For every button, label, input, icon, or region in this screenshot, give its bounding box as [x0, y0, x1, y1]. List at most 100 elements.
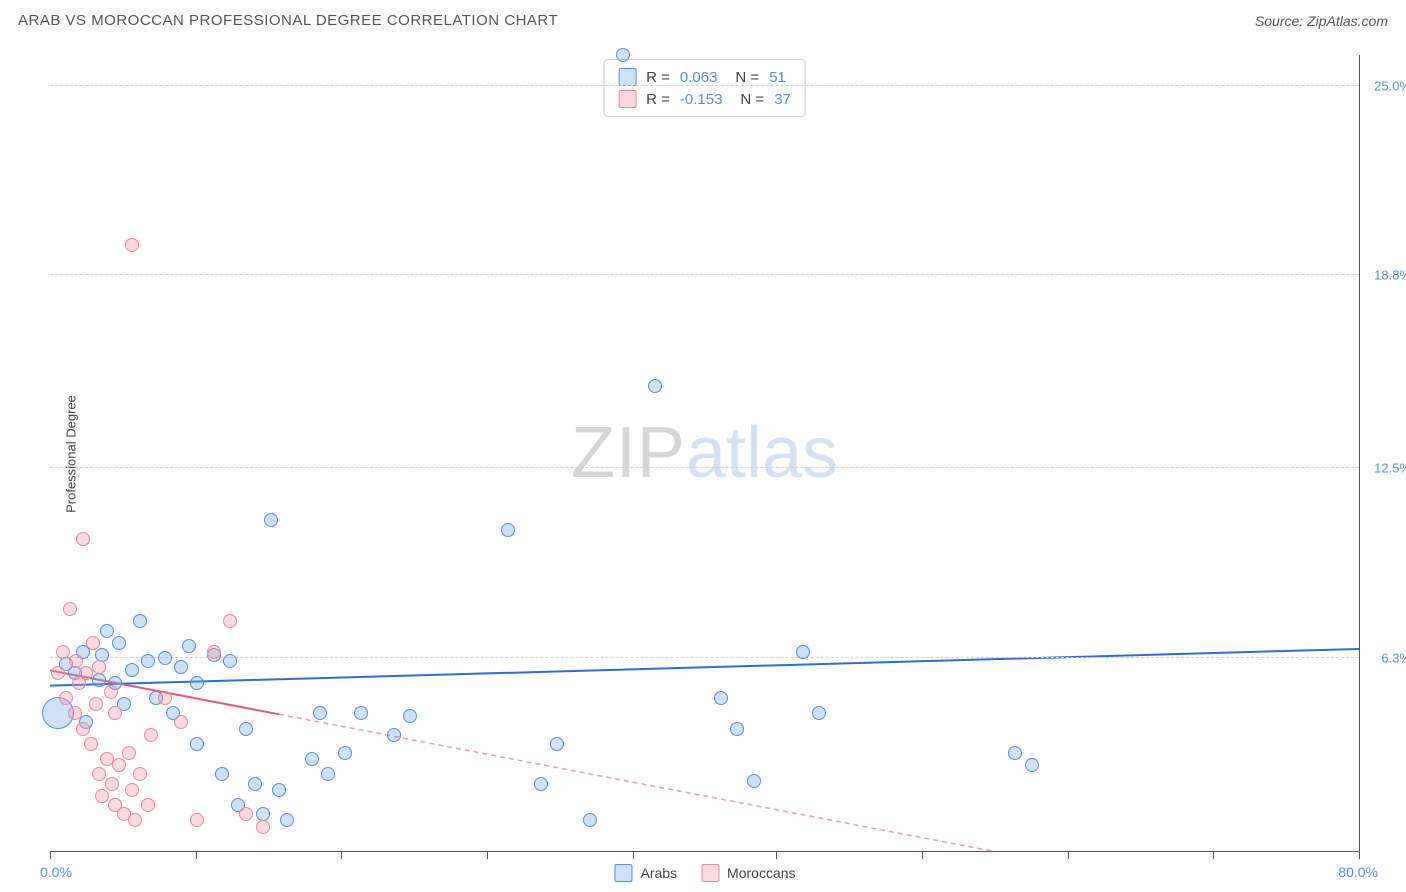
- data-point: [69, 654, 83, 668]
- data-point: [534, 777, 548, 791]
- data-point: [215, 767, 229, 781]
- data-point: [79, 666, 93, 680]
- data-point: [182, 639, 196, 653]
- data-point: [158, 651, 172, 665]
- plot-region: ZIPatlas R =0.063N =51R =-0.153N =37 6.3…: [50, 55, 1360, 852]
- y-tick-label: 12.5%: [1374, 461, 1406, 476]
- series-swatch: [614, 864, 632, 882]
- chart-header: ARAB VS MOROCCAN PROFESSIONAL DEGREE COR…: [0, 0, 1406, 37]
- data-point: [122, 746, 136, 760]
- data-point: [51, 666, 65, 680]
- data-point: [812, 706, 826, 720]
- data-point: [100, 624, 114, 638]
- x-tick: [633, 851, 634, 859]
- data-point: [76, 532, 90, 546]
- series-swatch: [618, 68, 636, 86]
- data-point: [616, 48, 630, 62]
- data-point: [63, 602, 77, 616]
- stat-r-label: R =: [646, 69, 670, 86]
- data-point: [190, 813, 204, 827]
- data-point: [125, 238, 139, 252]
- data-point: [796, 645, 810, 659]
- data-point: [305, 752, 319, 766]
- data-point: [59, 691, 73, 705]
- stats-legend-box: R =0.063N =51R =-0.153N =37: [603, 59, 806, 117]
- x-tick: [1068, 851, 1069, 859]
- data-point: [313, 706, 327, 720]
- gridline: [50, 85, 1359, 86]
- data-point: [112, 636, 126, 650]
- series-swatch: [701, 864, 719, 882]
- data-point: [256, 820, 270, 834]
- data-point: [648, 379, 662, 393]
- y-tick-label: 18.8%: [1374, 268, 1406, 283]
- data-point: [104, 685, 118, 699]
- data-point: [125, 783, 139, 797]
- chart-area: ZIPatlas R =0.063N =51R =-0.153N =37 6.3…: [50, 55, 1360, 852]
- x-axis-max-label: 80.0%: [1338, 864, 1378, 880]
- data-point: [583, 813, 597, 827]
- data-point: [239, 807, 253, 821]
- data-point: [338, 746, 352, 760]
- stat-r-value: 0.063: [680, 69, 718, 86]
- x-axis-min-label: 0.0%: [40, 864, 72, 880]
- x-tick: [1213, 851, 1214, 859]
- data-point: [105, 777, 119, 791]
- data-point: [128, 813, 142, 827]
- gridline: [50, 467, 1359, 468]
- data-point: [133, 767, 147, 781]
- data-point: [89, 697, 103, 711]
- data-point: [730, 722, 744, 736]
- data-point: [92, 673, 106, 687]
- stat-n-label: N =: [735, 69, 759, 86]
- data-point: [223, 614, 237, 628]
- series-swatch: [618, 90, 636, 108]
- data-point: [141, 798, 155, 812]
- data-point: [86, 636, 100, 650]
- x-tick: [922, 851, 923, 859]
- stat-n-value: 51: [769, 69, 786, 86]
- watermark: ZIPatlas: [571, 412, 838, 494]
- stat-r-value: -0.153: [680, 91, 723, 108]
- x-tick: [487, 851, 488, 859]
- legend-label: Arabs: [640, 865, 677, 881]
- data-point: [144, 728, 158, 742]
- data-point: [174, 660, 188, 674]
- data-point: [133, 614, 147, 628]
- x-tick: [776, 851, 777, 859]
- data-point: [1025, 758, 1039, 772]
- data-point: [56, 645, 70, 659]
- data-point: [92, 767, 106, 781]
- data-point: [174, 715, 188, 729]
- data-point: [248, 777, 262, 791]
- data-point: [747, 774, 761, 788]
- x-tick: [341, 851, 342, 859]
- data-point: [190, 737, 204, 751]
- data-point: [207, 645, 221, 659]
- legend-item: Moroccans: [701, 864, 795, 882]
- data-point: [280, 813, 294, 827]
- data-point: [403, 709, 417, 723]
- stat-n-label: N =: [740, 91, 764, 108]
- x-tick: [1359, 851, 1360, 859]
- data-point: [1008, 746, 1022, 760]
- chart-source: Source: ZipAtlas.com: [1255, 13, 1388, 29]
- data-point: [158, 691, 172, 705]
- y-tick-label: 25.0%: [1374, 78, 1406, 93]
- data-point: [223, 654, 237, 668]
- stats-row: R =-0.153N =37: [618, 88, 791, 110]
- data-point: [95, 789, 109, 803]
- x-tick: [196, 851, 197, 859]
- x-tick: [50, 851, 51, 859]
- stat-n-value: 37: [774, 91, 791, 108]
- data-point: [112, 758, 126, 772]
- legend-label: Moroccans: [727, 865, 795, 881]
- legend-item: Arabs: [614, 864, 677, 882]
- data-point: [321, 767, 335, 781]
- gridline: [50, 657, 1359, 658]
- data-point: [264, 513, 278, 527]
- data-point: [84, 737, 98, 751]
- data-point: [141, 654, 155, 668]
- data-point: [92, 660, 106, 674]
- y-tick-label: 6.3%: [1381, 651, 1406, 666]
